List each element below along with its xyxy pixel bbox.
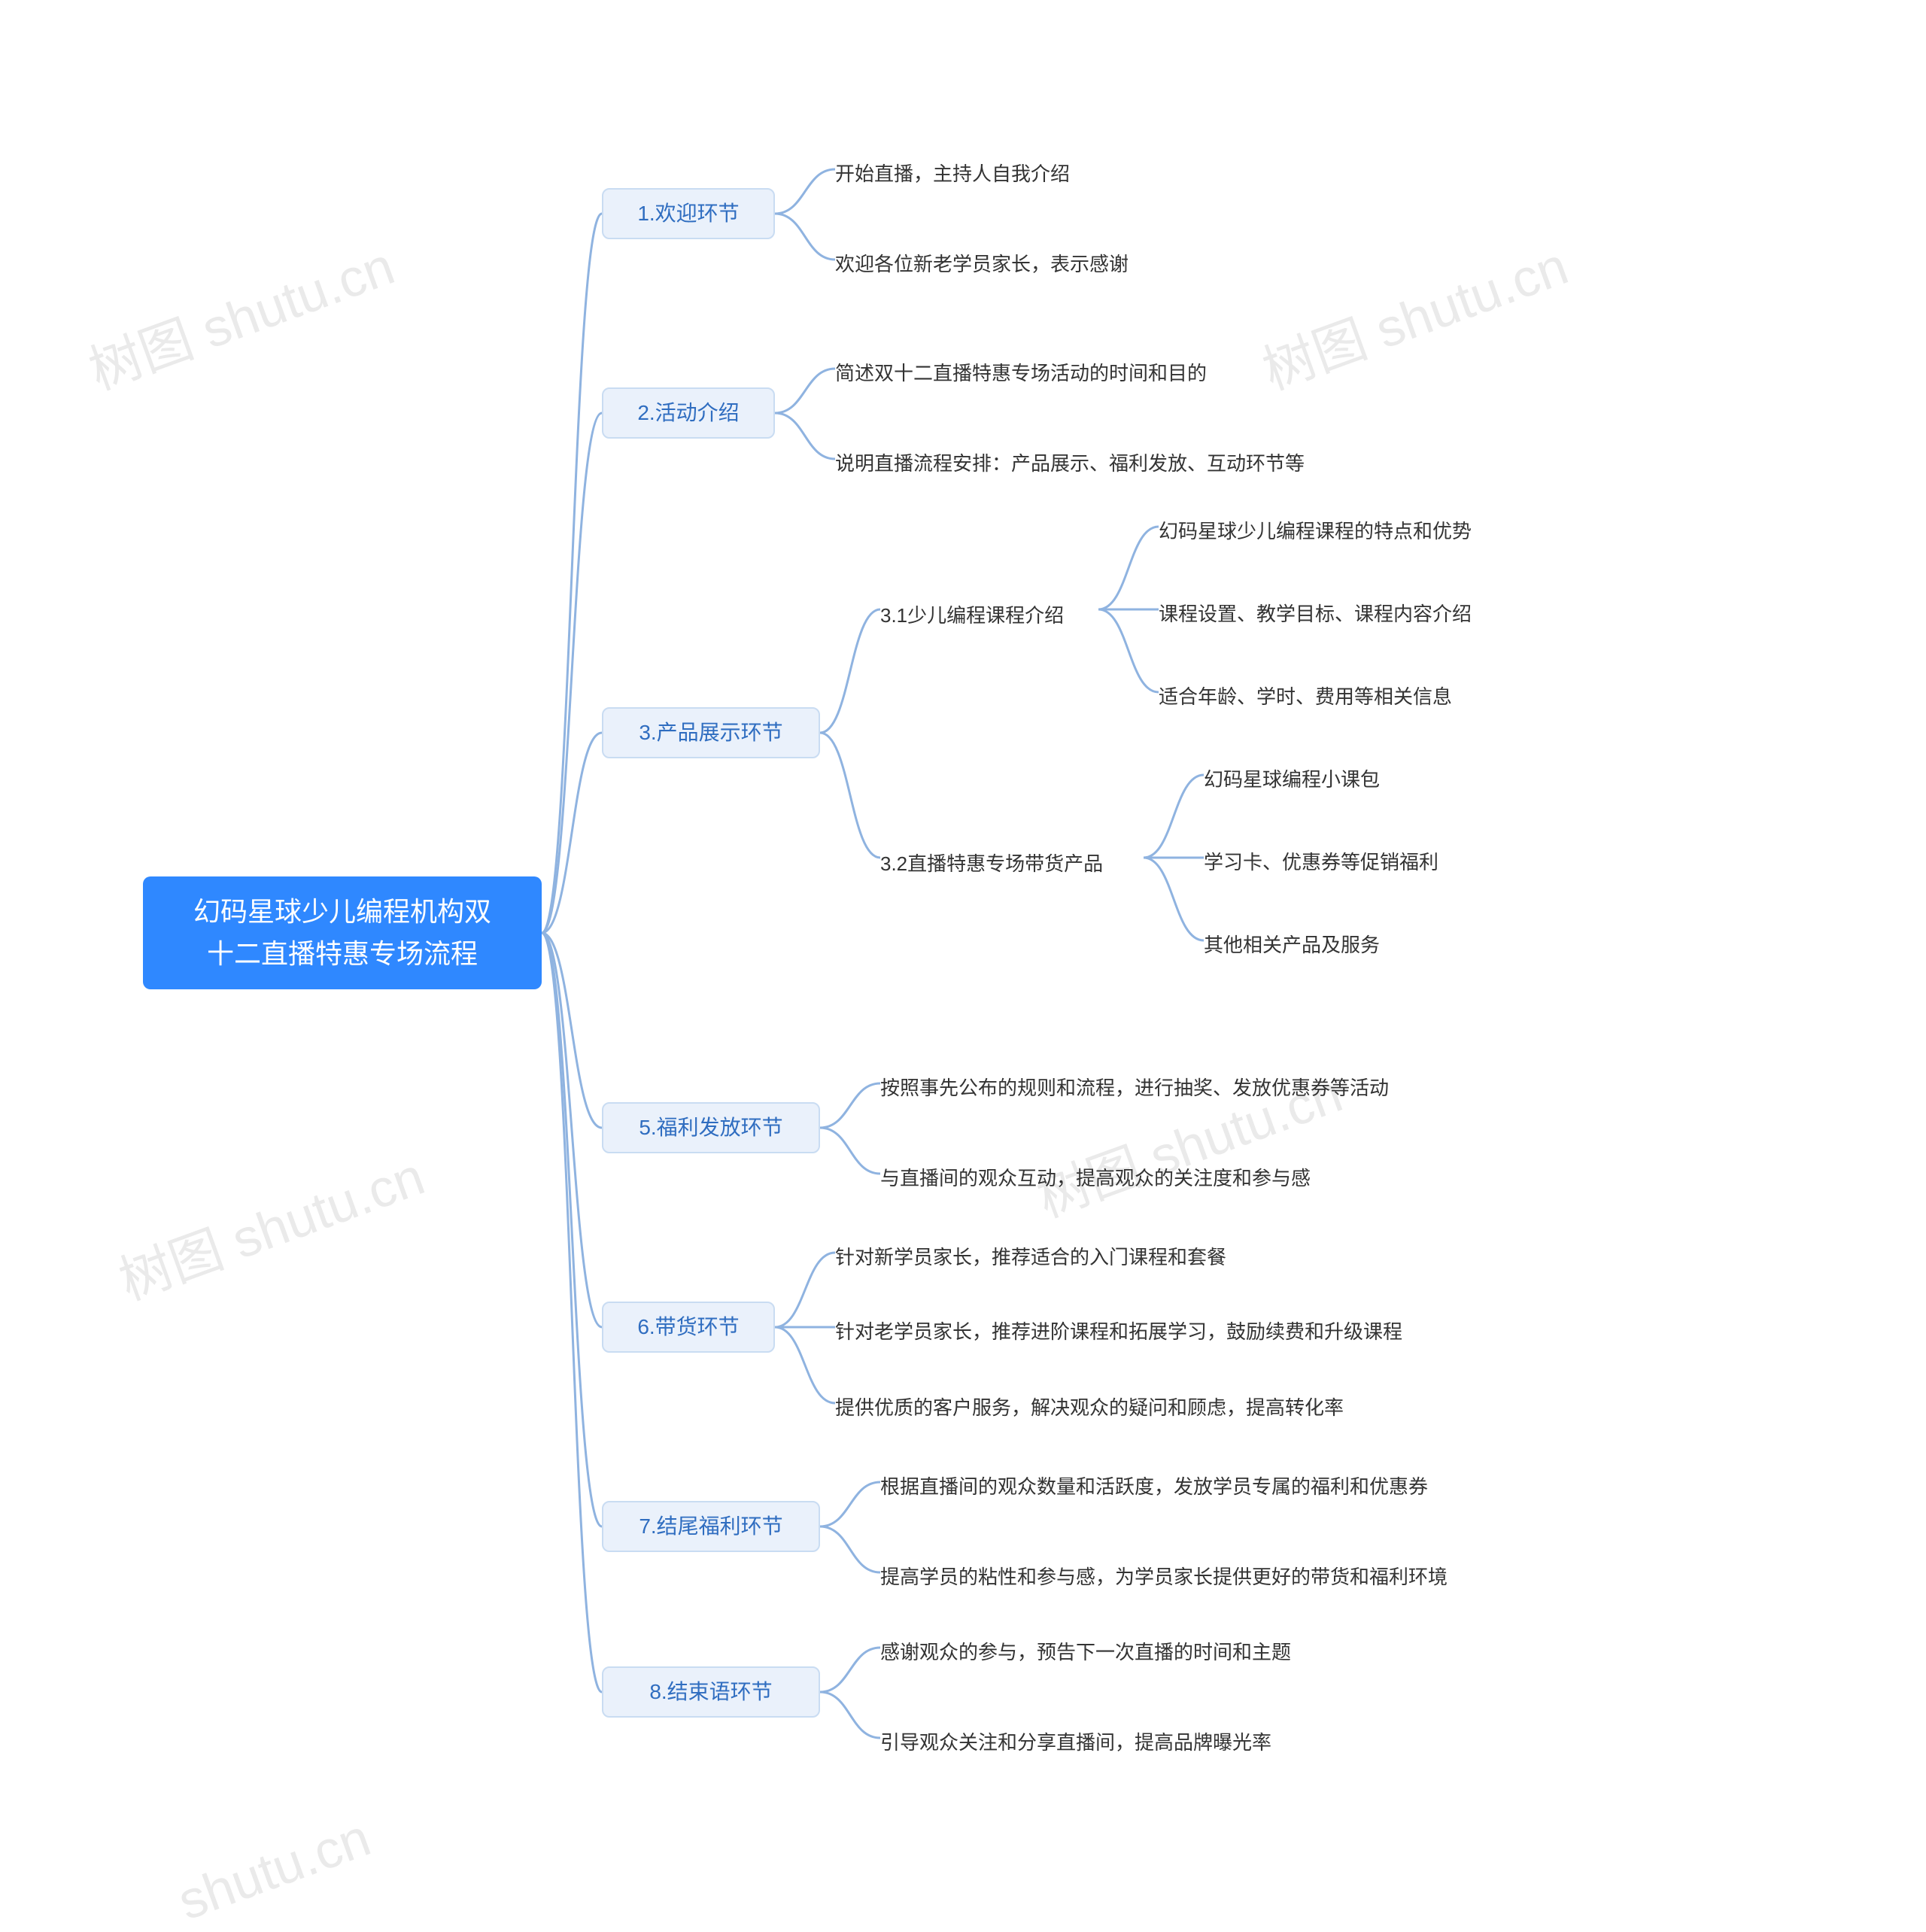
branch-label: 1.欢迎环节	[637, 197, 739, 229]
watermark: shutu.cn	[170, 1807, 378, 1932]
leaf-node: 适合年龄、学时、费用等相关信息	[1159, 677, 1452, 716]
branch-label: 2.活动介绍	[637, 396, 739, 429]
branch-5[interactable]: 5.福利发放环节	[602, 1102, 820, 1153]
leaf-node: 感谢观众的参与，预告下一次直播的时间和主题	[880, 1633, 1291, 1672]
leaf-node: 简述双十二直播特惠专场活动的时间和目的	[835, 354, 1207, 393]
leaf-node: 说明直播流程安排：产品展示、福利发放、互动环节等	[835, 444, 1305, 483]
branch-label: 8.结束语环节	[649, 1675, 772, 1708]
branch-3[interactable]: 3.产品展示环节	[602, 707, 820, 758]
branch-label: 5.福利发放环节	[639, 1111, 782, 1144]
watermark: 树图 shutu.cn	[77, 224, 403, 405]
mindmap-canvas: 树图 shutu.cn 树图 shutu.cn 树图 shutu.cn 树图 s…	[0, 0, 1926, 1910]
sub-3-2[interactable]: 3.2直播特惠专场带货产品	[880, 843, 1144, 885]
branch-label: 6.带货环节	[637, 1311, 739, 1343]
branch-7[interactable]: 7.结尾福利环节	[602, 1501, 820, 1552]
leaf-node: 提供优质的客户服务，解决观众的疑问和顾虑，提高转化率	[835, 1388, 1344, 1427]
leaf-node: 引导观众关注和分享直播间，提高品牌曝光率	[880, 1723, 1271, 1762]
branch-2[interactable]: 2.活动介绍	[602, 387, 775, 439]
leaf-node: 按照事先公布的规则和流程，进行抽奖、发放优惠券等活动	[880, 1068, 1389, 1107]
branch-label: 3.产品展示环节	[639, 716, 782, 749]
branch-1[interactable]: 1.欢迎环节	[602, 188, 775, 239]
root-label-2: 十二直播特惠专场流程	[207, 938, 478, 969]
branch-8[interactable]: 8.结束语环节	[602, 1666, 820, 1718]
branch-6[interactable]: 6.带货环节	[602, 1302, 775, 1353]
leaf-node: 课程设置、教学目标、课程内容介绍	[1159, 594, 1472, 633]
leaf-node: 与直播间的观众互动，提高观众的关注度和参与感	[880, 1159, 1311, 1198]
watermark: 树图 shutu.cn	[1251, 224, 1577, 405]
leaf-node: 幻码星球编程小课包	[1204, 760, 1380, 799]
leaf-node: 根据直播间的观众数量和活跃度，发放学员专属的福利和优惠券	[880, 1467, 1428, 1506]
sub-3-1[interactable]: 3.1少儿编程课程介绍	[880, 594, 1098, 636]
leaf-node: 幻码星球少儿编程课程的特点和优势	[1159, 512, 1472, 551]
root-node[interactable]: 幻码星球少儿编程机构双 十二直播特惠专场流程	[143, 876, 542, 989]
leaf-node: 开始直播，主持人自我介绍	[835, 154, 1070, 193]
watermark: 树图 shutu.cn	[108, 1135, 433, 1315]
root-label-1: 幻码星球少儿编程机构双	[193, 896, 491, 927]
leaf-node: 欢迎各位新老学员家长，表示感谢	[835, 245, 1129, 284]
leaf-node: 学习卡、优惠券等促销福利	[1204, 843, 1438, 882]
leaf-node: 其他相关产品及服务	[1204, 925, 1380, 964]
leaf-node: 针对老学员家长，推荐进阶课程和拓展学习，鼓励续费和升级课程	[835, 1312, 1402, 1351]
leaf-node: 针对新学员家长，推荐适合的入门课程和套餐	[835, 1238, 1226, 1277]
branch-label: 7.结尾福利环节	[639, 1510, 782, 1542]
leaf-node: 提高学员的粘性和参与感，为学员家长提供更好的带货和福利环境	[880, 1557, 1448, 1596]
